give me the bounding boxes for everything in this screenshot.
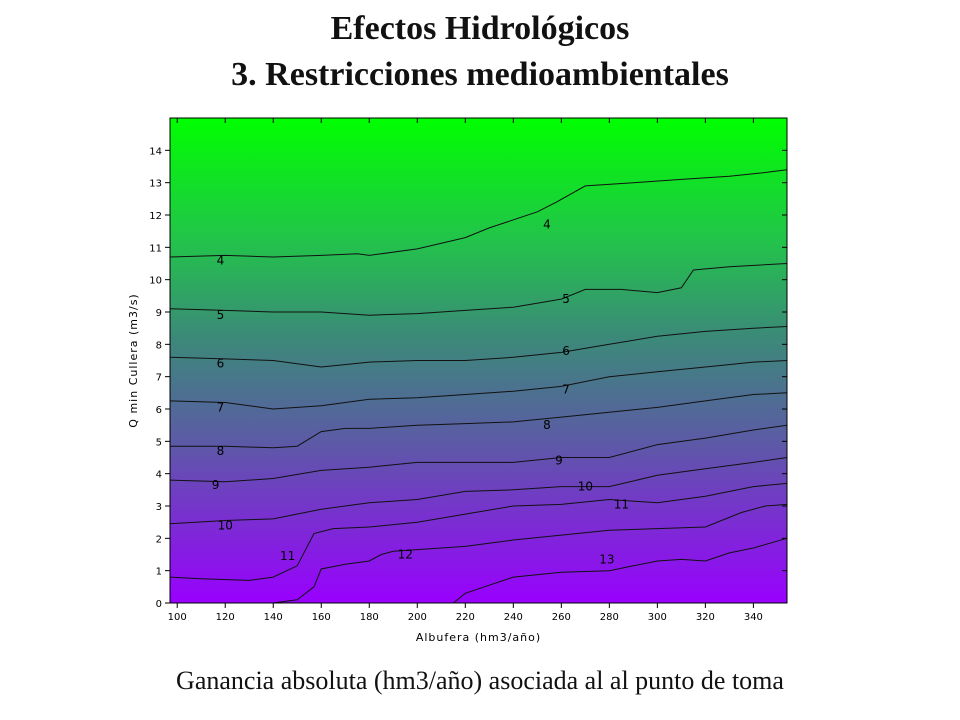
x-tick-label: 180: [360, 612, 379, 623]
contour-line-12: [273, 503, 788, 604]
x-axis-label: Albufera (hm3/año): [416, 631, 541, 644]
contour-label-8: 8: [217, 444, 225, 458]
contour-line-7: [169, 360, 788, 410]
contour-label-5: 5: [217, 308, 225, 322]
y-tick-label: 5: [156, 437, 162, 448]
x-tick-label: 340: [744, 612, 763, 623]
contour-lines: [169, 169, 788, 604]
contour-line-6: [169, 326, 788, 368]
contour-label-6: 6: [217, 357, 225, 371]
contour-label-9: 9: [555, 454, 563, 468]
contour-label-10: 10: [578, 480, 593, 494]
contour-label-13: 13: [599, 552, 614, 566]
x-tick-label: 260: [552, 612, 571, 623]
contour-label-7: 7: [217, 400, 225, 414]
contour-label-11: 11: [614, 497, 629, 511]
y-tick-label: 7: [156, 373, 162, 384]
contour-line-8: [170, 392, 788, 449]
y-tick-label: 13: [149, 179, 162, 190]
y-tick-label: 1: [156, 567, 162, 578]
contour-label-11: 11: [280, 549, 295, 563]
plot-axes: [169, 117, 788, 604]
contour-line-4: [169, 169, 788, 258]
x-tick-label: 140: [264, 612, 283, 623]
contour-label-8: 8: [543, 418, 551, 432]
y-tick-label: 0: [156, 599, 162, 610]
x-tick-label: 200: [408, 612, 427, 623]
contour-label-6: 6: [562, 344, 570, 358]
slide-title-line-1: Efectos Hidrológicos: [330, 10, 630, 47]
x-axis-ticks: 100 120 140 160 180 200 220 240 260 280 300 320 340: [168, 118, 763, 623]
x-tick-label: 100: [168, 612, 187, 623]
contour-line-11: [169, 482, 788, 581]
x-tick-label: 160: [312, 612, 331, 623]
x-tick-label: 280: [600, 612, 619, 623]
y-axis-label: Q min Cullera (m3/s): [127, 293, 140, 427]
y-tick-label: 3: [156, 502, 162, 513]
y-tick-label: 9: [156, 308, 162, 319]
x-tick-label: 220: [456, 612, 475, 623]
contour-line-5: [169, 263, 788, 316]
x-tick-label: 120: [216, 612, 235, 623]
y-tick-label: 11: [149, 243, 162, 254]
plot-frame: [169, 117, 788, 604]
contour-label-10: 10: [218, 518, 233, 532]
y-tick-label: 8: [156, 340, 162, 351]
y-tick-label: 6: [156, 405, 162, 416]
y-tick-label: 4: [156, 470, 162, 481]
x-tick-label: 320: [696, 612, 715, 623]
y-tick-label: 2: [156, 534, 162, 545]
contour-line-13: [452, 537, 788, 604]
contour-line-9: [169, 424, 788, 483]
contour-label-5: 5: [562, 292, 570, 306]
contour-label-12: 12: [398, 548, 413, 562]
y-tick-label: 12: [149, 211, 162, 222]
contour-label-4: 4: [543, 218, 551, 232]
contour-label-4: 4: [217, 253, 225, 267]
contour-labels: 4 4 5 5 6 6 7 7 8 8 9 9 10 10 11 11 12 13: [212, 218, 629, 567]
chart-caption: Ganancia absoluta (hm3/año) asociada al …: [176, 666, 784, 695]
x-tick-label: 240: [504, 612, 523, 623]
contour-line-10: [169, 457, 788, 525]
slide-title-line-2: 3. Restricciones medioambientales: [231, 56, 729, 93]
contour-label-7: 7: [562, 383, 570, 397]
y-tick-label: 10: [149, 276, 162, 287]
y-tick-label: 14: [149, 146, 162, 157]
x-tick-label: 300: [648, 612, 667, 623]
contour-label-9: 9: [212, 478, 220, 492]
